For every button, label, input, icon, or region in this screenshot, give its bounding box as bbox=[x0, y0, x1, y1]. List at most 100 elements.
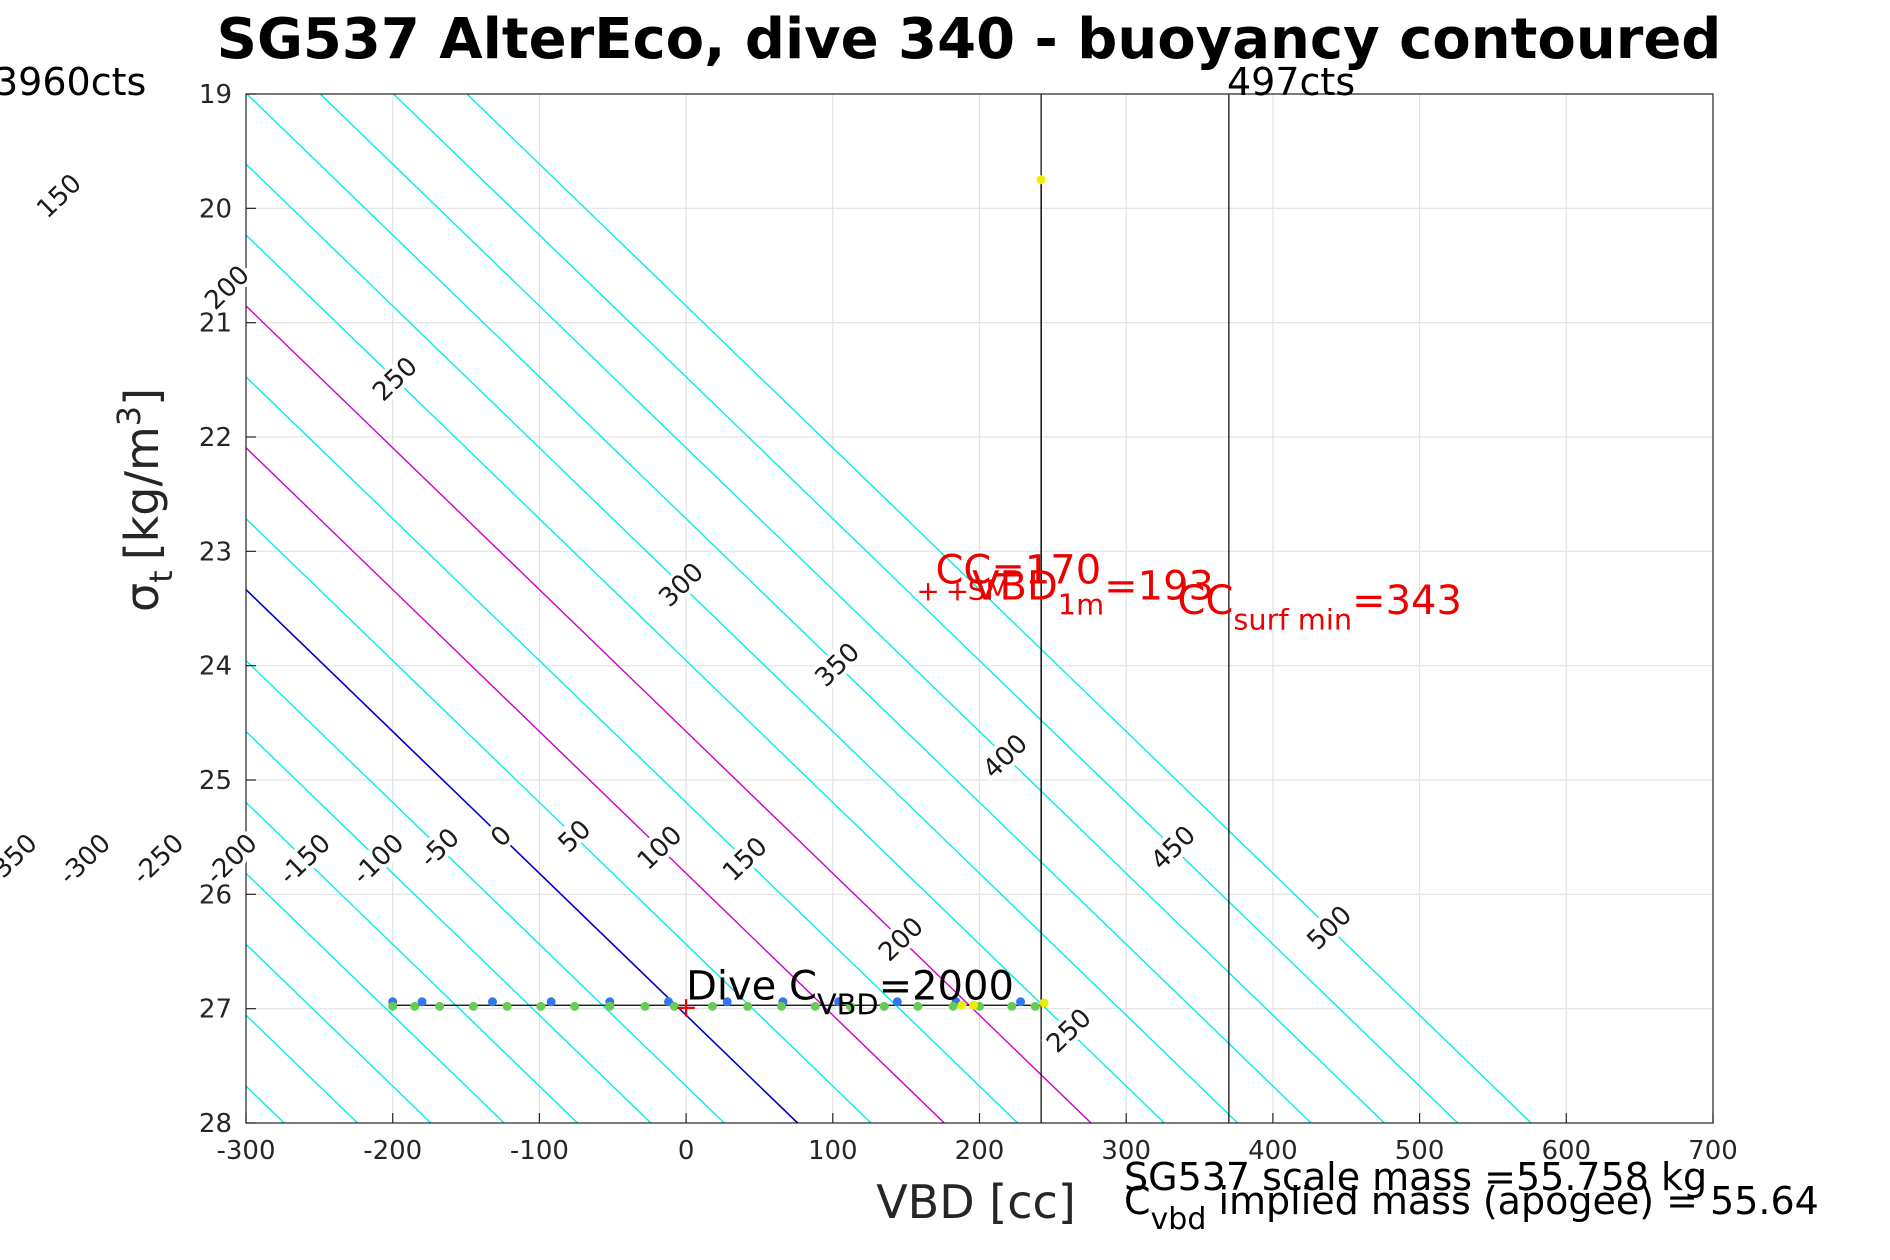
x-tick-label: 400 bbox=[1248, 1136, 1298, 1166]
contour-line bbox=[246, 659, 725, 1123]
y-tick-label: 25 bbox=[199, 766, 232, 796]
y-tick-label: 24 bbox=[199, 652, 232, 682]
contour-label: 150 bbox=[31, 169, 88, 225]
data-point bbox=[776, 1001, 786, 1011]
annotation-vbd1m-part: =193 bbox=[1104, 563, 1214, 609]
contour-label: -250 bbox=[127, 828, 190, 891]
y-axis-label: σt [kg/m3] bbox=[110, 388, 180, 612]
y-tick-label: 28 bbox=[199, 1109, 232, 1139]
data-point bbox=[1016, 997, 1026, 1007]
y-axis-label-sigma: σ bbox=[115, 583, 169, 612]
y-tick-label: 20 bbox=[199, 194, 232, 224]
contour-line bbox=[0, 94, 64, 1123]
x-tick-label: -300 bbox=[216, 1136, 275, 1166]
contour-line bbox=[246, 588, 799, 1123]
contour-label: -300 bbox=[54, 828, 117, 891]
y-tick-label: 23 bbox=[199, 537, 232, 567]
annotation-cc-surf-min-part: CC bbox=[1178, 578, 1234, 624]
data-point bbox=[913, 1001, 923, 1011]
y-tick-label: 19 bbox=[199, 80, 232, 110]
axis-ticks: -300 -200 -100 0 100 200 300 400 500 600 700 19 20 21… bbox=[199, 80, 1738, 1166]
data-point bbox=[708, 1001, 718, 1011]
annotation-cc-surf-min-part: =343 bbox=[1352, 578, 1462, 624]
data-point bbox=[1039, 998, 1049, 1008]
annotation-dive-cvbd-part: VBD bbox=[817, 988, 879, 1022]
contour-line bbox=[246, 517, 872, 1123]
annotation-sm-part: SM bbox=[968, 573, 1010, 606]
footer-scale-mass: SG537 scale mass =55.758 kg bbox=[1124, 1155, 1707, 1199]
contour-line bbox=[0, 94, 211, 1123]
annotation-cc-part: CC bbox=[935, 547, 991, 593]
data-point bbox=[410, 1001, 420, 1011]
data-point bbox=[969, 1000, 979, 1010]
data-point bbox=[546, 997, 556, 1007]
contour-line bbox=[246, 304, 1092, 1123]
x-tick-label: 100 bbox=[808, 1136, 858, 1166]
contour-line bbox=[246, 375, 1019, 1123]
marker-plus: + bbox=[674, 991, 697, 1024]
annotation-dive-cvbd-part: Dive C bbox=[686, 964, 817, 1010]
data-point bbox=[722, 997, 732, 1007]
y-axis-label-sub: t bbox=[142, 570, 180, 583]
x-tick-label: 500 bbox=[1395, 1136, 1445, 1166]
chart-title: SG537 AlterEco, dive 340 - buoyancy cont… bbox=[217, 7, 1722, 72]
data-point bbox=[605, 1001, 615, 1011]
x-tick-label: 700 bbox=[1688, 1136, 1738, 1166]
footer-vbd-sub: vbd bbox=[1151, 1202, 1207, 1237]
data-point bbox=[810, 1001, 820, 1011]
annotation-cc-surf-min-part: surf min bbox=[1233, 602, 1352, 636]
data-point bbox=[502, 1001, 512, 1011]
data-point bbox=[468, 1001, 478, 1011]
data-point bbox=[892, 997, 902, 1007]
data-point bbox=[417, 997, 427, 1007]
data-point bbox=[536, 1001, 546, 1011]
data-point bbox=[1036, 175, 1046, 185]
marker-plus: + bbox=[946, 574, 969, 607]
data-point bbox=[669, 1001, 679, 1011]
corner-label-right: 497cts bbox=[1227, 60, 1355, 104]
x-tick-label: 600 bbox=[1541, 1136, 1591, 1166]
data-point bbox=[845, 1001, 855, 1011]
x-tick-label: -200 bbox=[363, 1136, 422, 1166]
contour-lines bbox=[0, 94, 1532, 1123]
data-point bbox=[435, 1001, 445, 1011]
data-point bbox=[1030, 1001, 1040, 1011]
contour-line bbox=[246, 872, 505, 1123]
data-point bbox=[570, 1001, 580, 1011]
x-axis-label: VBD [cc] bbox=[876, 1175, 1076, 1229]
y-axis-label-units: [kg/m bbox=[115, 426, 169, 560]
data-point bbox=[743, 1001, 753, 1011]
y-tick-label: 26 bbox=[199, 880, 232, 910]
contour-line bbox=[246, 446, 945, 1123]
data-point bbox=[879, 1001, 889, 1011]
data-point bbox=[640, 1001, 650, 1011]
contour-line bbox=[246, 163, 1239, 1123]
y-axis-label-close: ] bbox=[115, 388, 169, 406]
data-point bbox=[388, 1001, 398, 1011]
data-point bbox=[957, 1000, 967, 1010]
contour-line bbox=[246, 234, 1165, 1123]
marker-plus: + bbox=[916, 574, 939, 607]
contour-line bbox=[319, 94, 1385, 1123]
annotation-vbd1m-part: 1m bbox=[1058, 588, 1104, 622]
data-point bbox=[948, 1001, 958, 1011]
contour-line bbox=[466, 94, 1532, 1123]
contour-label: -350 bbox=[0, 828, 43, 891]
x-tick-label: 0 bbox=[678, 1136, 695, 1166]
y-tick-label: 21 bbox=[199, 309, 232, 339]
contour-label: 100 bbox=[0, 157, 3, 213]
data-points: ++ + bbox=[388, 175, 1049, 1024]
x-tick-label: 200 bbox=[955, 1136, 1005, 1166]
y-axis-label-sup: 3 bbox=[110, 406, 148, 426]
contour-line bbox=[246, 1014, 358, 1123]
y-tick-label: 27 bbox=[199, 995, 232, 1025]
contour-line bbox=[246, 801, 579, 1123]
x-tick-label: -100 bbox=[510, 1136, 569, 1166]
contour-line bbox=[246, 730, 652, 1123]
data-point bbox=[487, 997, 497, 1007]
data-point bbox=[1007, 1001, 1017, 1011]
contour-line bbox=[393, 94, 1459, 1123]
annotation-dive-cvbd-part: =2000 bbox=[879, 964, 1014, 1010]
corner-label-left: 3960cts bbox=[0, 60, 146, 104]
